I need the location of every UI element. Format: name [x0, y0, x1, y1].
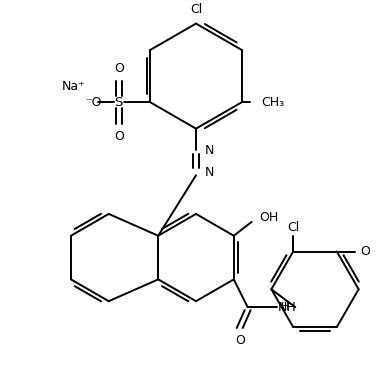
Text: NH: NH: [278, 301, 296, 313]
Text: O: O: [114, 129, 124, 142]
Text: ⁻O: ⁻O: [85, 96, 101, 109]
Text: Cl: Cl: [190, 3, 202, 16]
Text: CH₃: CH₃: [261, 96, 285, 109]
Text: O: O: [114, 62, 124, 75]
Text: S: S: [114, 96, 123, 109]
Text: O: O: [361, 245, 370, 258]
Text: N: N: [205, 166, 214, 179]
Text: Cl: Cl: [287, 221, 299, 234]
Text: N: N: [205, 144, 214, 157]
Text: OH: OH: [260, 211, 279, 224]
Text: Na⁺: Na⁺: [61, 80, 85, 93]
Text: O: O: [235, 334, 245, 347]
Text: H: H: [281, 302, 290, 312]
